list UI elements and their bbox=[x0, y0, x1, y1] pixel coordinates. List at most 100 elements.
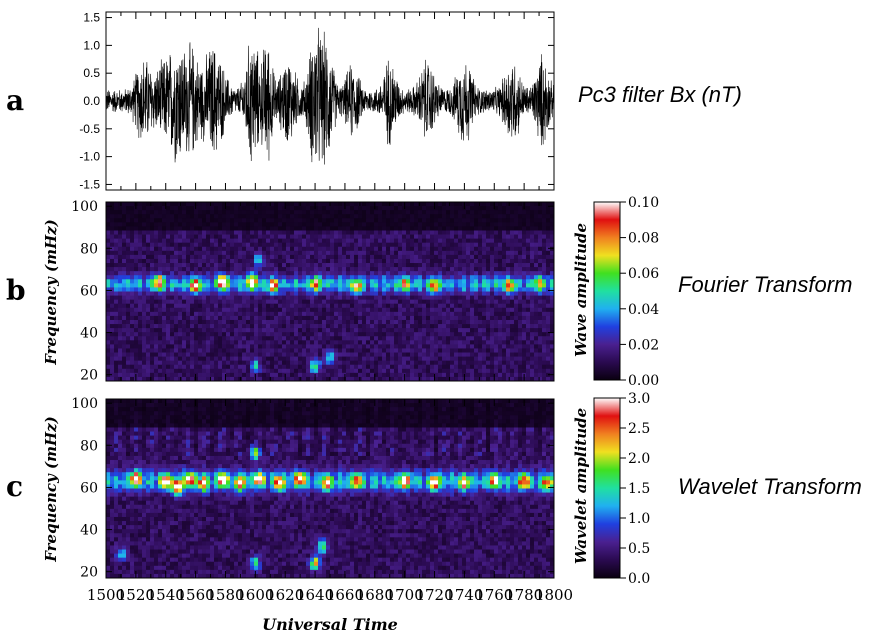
panel-b-heat-cell bbox=[526, 315, 531, 321]
panel-b-heat-cell bbox=[154, 234, 159, 240]
panel-b-heat-cell bbox=[362, 279, 367, 284]
panel-b-heat-cell bbox=[234, 303, 239, 309]
panel-b-heat-cell bbox=[530, 368, 535, 374]
panel-b-heat-cell bbox=[126, 344, 131, 349]
panel-b-heat-cell bbox=[142, 319, 147, 325]
panel-b-heat-cell bbox=[322, 319, 327, 325]
panel-b-heat-cell bbox=[150, 250, 155, 256]
panel-b-heat-cell bbox=[418, 311, 423, 317]
panel-b-heat-cell bbox=[494, 299, 499, 305]
panel-b-heat-cell bbox=[274, 311, 279, 317]
panel-b-heat-cell bbox=[510, 372, 515, 378]
panel-b-heat-cell bbox=[110, 287, 115, 292]
panel-b-heat-cell bbox=[406, 258, 411, 264]
panel-b-heat-cell bbox=[438, 360, 443, 366]
panel-b-heat-cell bbox=[250, 283, 255, 288]
panel-b-heat-cell bbox=[482, 372, 487, 378]
panel-b-heat-cell bbox=[278, 291, 283, 296]
panel-b-heat-cell bbox=[430, 234, 435, 240]
panel-b-heat-cell bbox=[362, 364, 367, 370]
panel-b-heat-cell bbox=[370, 283, 375, 288]
panel-b-heat-cell bbox=[174, 283, 179, 288]
panel-b-heat-cell bbox=[550, 283, 555, 288]
panel-b-heat-cell bbox=[494, 352, 499, 357]
panel-b-heat-cell bbox=[218, 283, 223, 288]
panel-b-heat-cell bbox=[230, 368, 235, 374]
panel-b-heat-cell bbox=[330, 356, 335, 362]
panel-b-heat-cell bbox=[354, 250, 359, 256]
panel-b-heat-cell bbox=[246, 250, 251, 256]
panel-b-heat-cell bbox=[514, 254, 519, 260]
panel-b-heat-cell bbox=[370, 258, 375, 264]
panel-b-heat-cell bbox=[474, 242, 479, 248]
panel-b-heat-cell bbox=[170, 348, 175, 353]
panel-b-heat-cell bbox=[326, 263, 331, 268]
panel-b-heat-cell bbox=[298, 254, 303, 260]
panel-b-heat-cell bbox=[366, 238, 371, 244]
panel-b-heat-cell bbox=[190, 336, 195, 341]
panel-b-heat-cell bbox=[158, 206, 163, 211]
panel-b-heat-cell bbox=[490, 307, 495, 313]
panel-b-heat-cell bbox=[538, 279, 543, 284]
panel-b-heat-cell bbox=[114, 283, 119, 288]
panel-b-heat-cell bbox=[270, 311, 275, 317]
panel-b-heat-cell bbox=[234, 307, 239, 313]
panel-b-heat-cell bbox=[266, 303, 271, 309]
panel-b-heat-cell bbox=[174, 210, 179, 215]
panel-b-heat-cell bbox=[218, 356, 223, 362]
panel-b-heat-cell bbox=[134, 324, 139, 329]
panel-b-heat-cell bbox=[538, 352, 543, 357]
panel-b-heat-cell bbox=[398, 218, 403, 223]
panel-b-heat-cell bbox=[330, 222, 335, 227]
panel-b-heat-cell bbox=[174, 307, 179, 313]
panel-b-heat-cell bbox=[382, 218, 387, 223]
panel-b-heat-cell bbox=[166, 214, 171, 219]
panel-b-heat-cell bbox=[338, 332, 343, 337]
panel-b-heat-cell bbox=[434, 234, 439, 240]
panel-b-heat-cell bbox=[314, 360, 319, 366]
panel-b-heat-cell bbox=[202, 348, 207, 353]
panel-b-heat-cell bbox=[198, 372, 203, 378]
panel-b-heat-cell bbox=[226, 352, 231, 357]
panel-b-heat-cell bbox=[502, 218, 507, 223]
panel-b-heat-cell bbox=[198, 311, 203, 317]
panel-b-heat-cell bbox=[306, 315, 311, 321]
panel-b-heat-cell bbox=[186, 340, 191, 345]
panel-b-heat-cell bbox=[130, 328, 135, 333]
panel-b-heat-cell bbox=[338, 271, 343, 276]
panel-b-heat-cell bbox=[250, 295, 255, 301]
panel-b-heat-cell bbox=[158, 287, 163, 292]
panel-b-heat-cell bbox=[378, 307, 383, 313]
panel-b-heat-cell bbox=[210, 267, 215, 272]
panel-b-heat-cell bbox=[126, 275, 131, 280]
panel-b-heat-cell bbox=[362, 254, 367, 260]
panel-b-heat-cell bbox=[286, 328, 291, 333]
panel-b-heat-cell bbox=[494, 210, 499, 215]
panel-b-heat-cell bbox=[330, 214, 335, 219]
panel-b-heat-cell bbox=[410, 356, 415, 362]
panel-b-heat-cell bbox=[330, 271, 335, 276]
panel-b-heat-cell bbox=[122, 356, 127, 362]
panel-b-heat-cell bbox=[474, 319, 479, 325]
panel-b-heat-cell bbox=[302, 299, 307, 305]
panel-b-heat-cell bbox=[402, 328, 407, 333]
panel-b-heat-cell bbox=[246, 263, 251, 268]
panel-b-heat-cell bbox=[522, 311, 527, 317]
panel-b-heat-cell bbox=[322, 263, 327, 268]
panel-b-heat-cell bbox=[126, 352, 131, 357]
panel-b-heat-cell bbox=[118, 319, 123, 325]
panel-b-heat-cell bbox=[282, 299, 287, 305]
panel-b-heat-cell bbox=[518, 283, 523, 288]
panel-b-heat-cell bbox=[326, 291, 331, 296]
panel-b-heat-cell bbox=[486, 267, 491, 272]
panel-b-heat-cell bbox=[490, 234, 495, 240]
panel-b-heat-cell bbox=[338, 315, 343, 321]
panel-b-heat-cell bbox=[550, 214, 555, 219]
panel-b-heat-cell bbox=[246, 332, 251, 337]
panel-b-heat-cell bbox=[386, 344, 391, 349]
panel-b-heat-cell bbox=[494, 307, 499, 313]
panel-b-heat-cell bbox=[398, 328, 403, 333]
panel-b-heat-cell bbox=[270, 283, 275, 288]
panel-b-heat-cell bbox=[206, 206, 211, 211]
panel-b-heat-cell bbox=[238, 250, 243, 256]
